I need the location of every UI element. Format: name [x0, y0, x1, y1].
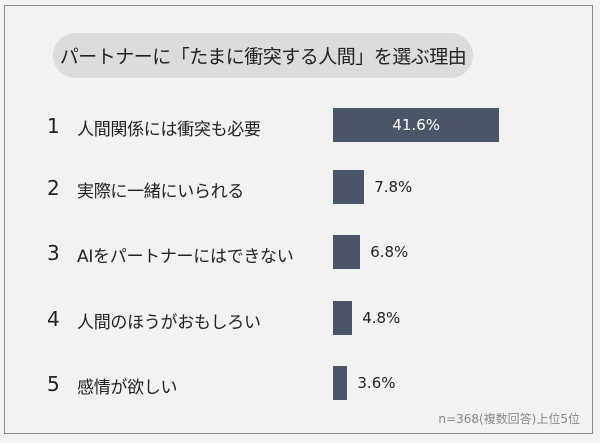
chart-title: パートナーに「たまに衝突する人間」を選ぶ理由: [53, 33, 473, 78]
category-label: AIをパートナーにはできない: [77, 247, 294, 267]
value-label: 6.8%: [370, 243, 409, 261]
value-label: 41.6%: [392, 116, 441, 134]
category-label: 感情が欲しい: [77, 378, 178, 398]
value-label: 4.8%: [362, 309, 401, 327]
category-label: 人間のほうがおもしろい: [77, 313, 261, 333]
rank-number: 5: [47, 372, 60, 396]
bar-row: 5 感情が欲しい 3.6%: [0, 366, 600, 402]
rank-number: 3: [47, 241, 60, 265]
rank-number: 2: [47, 176, 60, 200]
bar: [333, 170, 365, 204]
bar-row: 3 AIをパートナーにはできない 6.8%: [0, 235, 600, 271]
bar: [333, 108, 500, 142]
category-label: 人間関係には衝突も必要: [77, 120, 261, 140]
bar: [333, 235, 361, 269]
rank-number: 1: [47, 114, 60, 138]
category-label: 実際に一緒にいられる: [77, 182, 244, 202]
bar-row: 1 人間関係には衝突も必要 41.6%: [0, 108, 600, 144]
bar-row: 4 人間のほうがおもしろい 4.8%: [0, 301, 600, 337]
rank-number: 4: [47, 307, 60, 331]
value-label: 3.6%: [357, 374, 396, 392]
bar: [333, 301, 353, 335]
bar-row: 2 実際に一緒にいられる 7.8%: [0, 170, 600, 206]
value-label: 7.8%: [374, 178, 413, 196]
bar: [333, 366, 348, 400]
sample-note: n=368(複数回答)上位5位: [438, 412, 580, 426]
